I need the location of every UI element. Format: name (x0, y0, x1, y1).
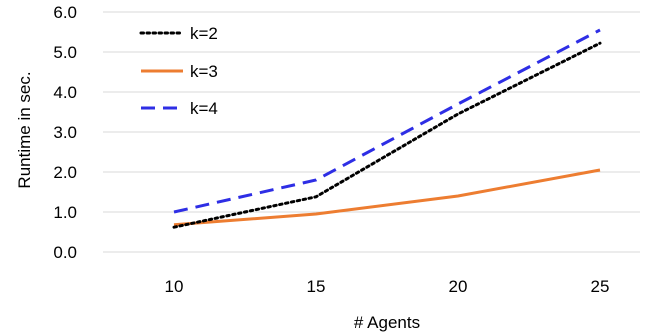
y-tick-label: 1.0 (53, 203, 77, 222)
y-tick-label: 5.0 (53, 43, 77, 62)
y-axis-title: Runtime in sec. (15, 71, 34, 188)
y-tick-label: 4.0 (53, 83, 77, 102)
gridlines (103, 11, 640, 253)
x-axis-title: # Agents (354, 313, 420, 332)
y-axis-tick-labels: 0.0 1.0 2.0 3.0 4.0 5.0 6.0 (53, 3, 77, 262)
legend-label: k=2 (190, 24, 218, 43)
series-line-k4 (173, 28, 601, 214)
x-tick-label: 10 (165, 277, 184, 296)
legend: k=2 k=3 k=4 (139, 24, 218, 118)
y-tick-label: 3.0 (53, 123, 77, 142)
x-tick-label: 20 (449, 277, 468, 296)
x-axis-tick-labels: 10 15 20 25 (165, 277, 610, 296)
y-tick-label: 2.0 (53, 163, 77, 182)
x-tick-label: 25 (591, 277, 610, 296)
y-tick-label: 0.0 (53, 243, 77, 262)
legend-label: k=4 (190, 99, 218, 118)
y-tick-label: 6.0 (53, 3, 77, 22)
series-line-k3 (173, 168, 601, 227)
series-lines (172, 28, 602, 229)
x-tick-label: 15 (307, 277, 326, 296)
series-line-k2 (172, 41, 602, 229)
legend-label: k=3 (190, 62, 218, 81)
